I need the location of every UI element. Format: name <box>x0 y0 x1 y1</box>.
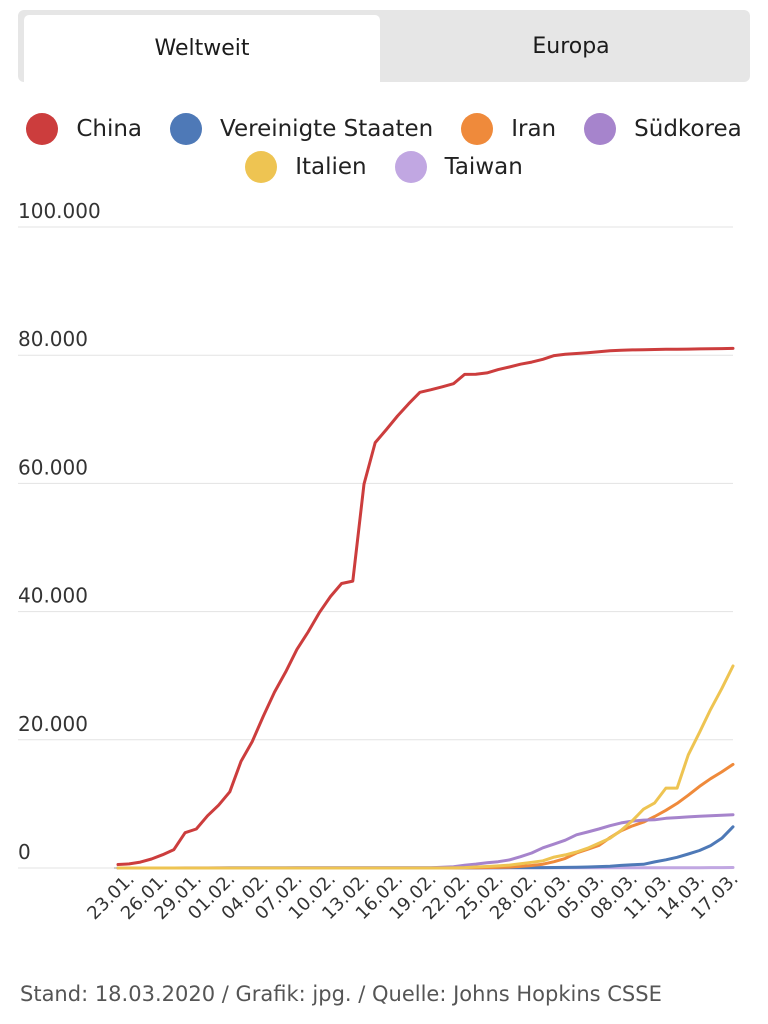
y-tick-label: 40.000 <box>18 584 88 608</box>
series-line-iran <box>116 762 735 870</box>
legend-swatch-iran <box>461 113 494 145</box>
legend-item-taiwan: Taiwan <box>394 148 523 186</box>
legend-item-italien: Italien <box>245 148 367 186</box>
legend-swatch-vereinigte-staaten <box>170 113 203 145</box>
y-tick-label: 100.000 <box>18 199 101 223</box>
tab-europa[interactable]: Europa <box>532 33 610 59</box>
legend-item-iran: Iran <box>461 110 556 148</box>
legend-label-iran: Iran <box>511 116 557 142</box>
series-line-italien <box>116 664 735 870</box>
chart-legend: China Vereinigte Staaten Iran Südkorea I… <box>0 110 768 186</box>
legend-swatch-suedkorea <box>584 113 617 145</box>
y-tick-label: 60.000 <box>18 455 88 479</box>
y-tick-label: 0 <box>18 840 31 864</box>
source-footer: Stand: 18.03.2020 / Grafik: jpg. / Quell… <box>20 982 662 1006</box>
legend-row-1: China Vereinigte Staaten Iran Südkorea <box>0 110 768 148</box>
legend-label-vereinigte-staaten: Vereinigte Staaten <box>220 116 434 142</box>
legend-row-2: Italien Taiwan <box>0 148 768 186</box>
legend-label-italien: Italien <box>295 154 367 180</box>
legend-label-taiwan: Taiwan <box>444 154 523 180</box>
y-tick-label: 80.000 <box>18 327 88 351</box>
series-line-china <box>116 346 735 866</box>
legend-label-suedkorea: Südkorea <box>634 116 742 142</box>
series-line-vereinigte-staaten <box>116 825 735 870</box>
tab-weltweit[interactable]: Weltweit <box>24 15 380 82</box>
legend-item-suedkorea: Südkorea <box>584 110 742 148</box>
legend-label-china: China <box>76 116 143 142</box>
legend-swatch-china <box>26 113 59 145</box>
line-chart: 020.00040.00060.00080.000100.00023.01.26… <box>18 199 743 924</box>
legend-item-vereinigte-staaten: Vereinigte Staaten <box>170 110 433 148</box>
y-tick-label: 20.000 <box>18 712 88 736</box>
region-tabs: Weltweit Europa <box>18 10 750 82</box>
legend-swatch-taiwan <box>394 151 427 183</box>
legend-swatch-italien <box>245 151 278 183</box>
legend-item-china: China <box>26 110 142 148</box>
